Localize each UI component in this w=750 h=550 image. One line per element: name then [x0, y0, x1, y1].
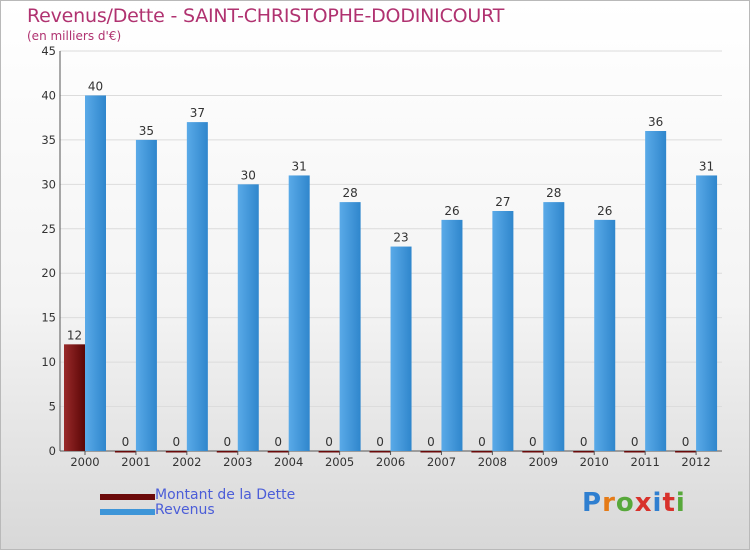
data-label-revenus: 30: [241, 168, 256, 182]
bar-dette-2009: [522, 451, 544, 453]
y-tick-label: 30: [41, 177, 56, 191]
proxiti-logo: Proxiti: [582, 488, 686, 518]
y-tick-label: 20: [41, 266, 56, 280]
data-label-dette: 0: [325, 435, 333, 449]
logo-letter: i: [675, 488, 686, 518]
data-label-revenus: 27: [495, 195, 510, 209]
x-tick-label: 2003: [223, 455, 252, 469]
y-tick-label: 25: [41, 222, 56, 236]
data-label-revenus: 31: [292, 159, 307, 173]
data-label-revenus: 35: [139, 124, 154, 138]
data-label-dette: 12: [67, 328, 82, 342]
bar-dette-2003: [216, 451, 238, 453]
x-tick-label: 2005: [325, 455, 354, 469]
bar-revenus-2006: [390, 246, 412, 451]
bar-dette-2004: [267, 451, 289, 453]
bar-revenus-2002: [186, 122, 208, 451]
x-tick-label: 2002: [172, 455, 201, 469]
x-tick-label: 2000: [70, 455, 99, 469]
data-label-dette: 0: [580, 435, 588, 449]
legend-swatch-revenus: [100, 509, 155, 515]
bar-dette-2000: [64, 344, 85, 451]
data-label-dette: 0: [376, 435, 384, 449]
y-tick-label: 35: [41, 133, 56, 147]
y-tick-label: 10: [41, 355, 56, 369]
y-tick-label: 40: [41, 88, 56, 102]
data-label-revenus: 31: [699, 159, 714, 173]
logo-letter: i: [652, 488, 663, 518]
bar-revenus-2003: [237, 184, 259, 452]
data-label-dette: 0: [478, 435, 486, 449]
chart-title: Revenus/Dette - SAINT-CHRISTOPHE-DODINIC…: [27, 5, 505, 27]
bar-revenus-2007: [441, 219, 463, 451]
x-tick-label: 2011: [631, 455, 660, 469]
data-label-dette: 0: [631, 435, 639, 449]
data-label-revenus: 37: [190, 106, 205, 120]
data-label-dette: 0: [274, 435, 282, 449]
bar-dette-2008: [471, 451, 493, 453]
bar-dette-2012: [675, 451, 697, 453]
bar-dette-2005: [318, 451, 340, 453]
logo-letter: o: [615, 488, 635, 518]
x-tick-label: 2001: [121, 455, 150, 469]
x-tick-label: 2012: [681, 455, 710, 469]
bar-revenus-2001: [135, 139, 157, 451]
bar-revenus-2004: [288, 175, 310, 451]
data-label-revenus: 28: [342, 186, 357, 200]
legend-swatch-dette: [100, 494, 155, 500]
x-tick-label: 2007: [427, 455, 456, 469]
data-label-revenus: 23: [393, 231, 408, 245]
y-tick-label: 0: [49, 444, 56, 458]
x-tick-label: 2009: [529, 455, 558, 469]
data-label-dette: 0: [529, 435, 537, 449]
bar-dette-2010: [573, 451, 595, 453]
x-tick-label: 2004: [274, 455, 303, 469]
bar-dette-2001: [114, 451, 136, 453]
x-tick-label: 2008: [478, 455, 507, 469]
logo-letter: t: [662, 488, 676, 518]
bar-dette-2002: [165, 451, 187, 453]
y-tick-label: 45: [41, 44, 56, 58]
bar-dette-2007: [420, 451, 442, 453]
x-tick-label: 2010: [580, 455, 609, 469]
data-label-dette: 0: [173, 435, 181, 449]
y-tick-label: 5: [49, 400, 56, 414]
legend-label-dette: Montant de la Dette: [155, 487, 296, 503]
data-label-dette: 0: [122, 435, 130, 449]
logo-letter: P: [582, 488, 603, 518]
data-label-dette: 0: [223, 435, 231, 449]
bar-revenus-2011: [645, 131, 667, 451]
logo-letter: x: [634, 488, 653, 518]
bar-revenus-2012: [696, 175, 718, 451]
bar-revenus-2010: [594, 219, 616, 451]
bar-dette-2006: [369, 451, 391, 453]
bar-revenus-2005: [339, 202, 361, 451]
chart-subtitle: (en milliers d'€): [27, 29, 122, 43]
x-tick-label: 2006: [376, 455, 405, 469]
data-label-revenus: 26: [444, 204, 459, 218]
bar-revenus-2000: [85, 95, 106, 451]
data-label-dette: 0: [682, 435, 690, 449]
bar-dette-2011: [624, 451, 646, 453]
legend-label-revenus: Revenus: [155, 502, 215, 518]
bar-revenus-2009: [543, 202, 565, 451]
data-label-revenus: 28: [546, 186, 561, 200]
data-label-revenus: 36: [648, 115, 663, 129]
logo-letter: r: [602, 488, 616, 518]
data-label-revenus: 26: [597, 204, 612, 218]
y-tick-label: 15: [41, 311, 56, 325]
data-label-revenus: 40: [88, 79, 103, 93]
bar-revenus-2008: [492, 211, 514, 451]
data-label-dette: 0: [427, 435, 435, 449]
